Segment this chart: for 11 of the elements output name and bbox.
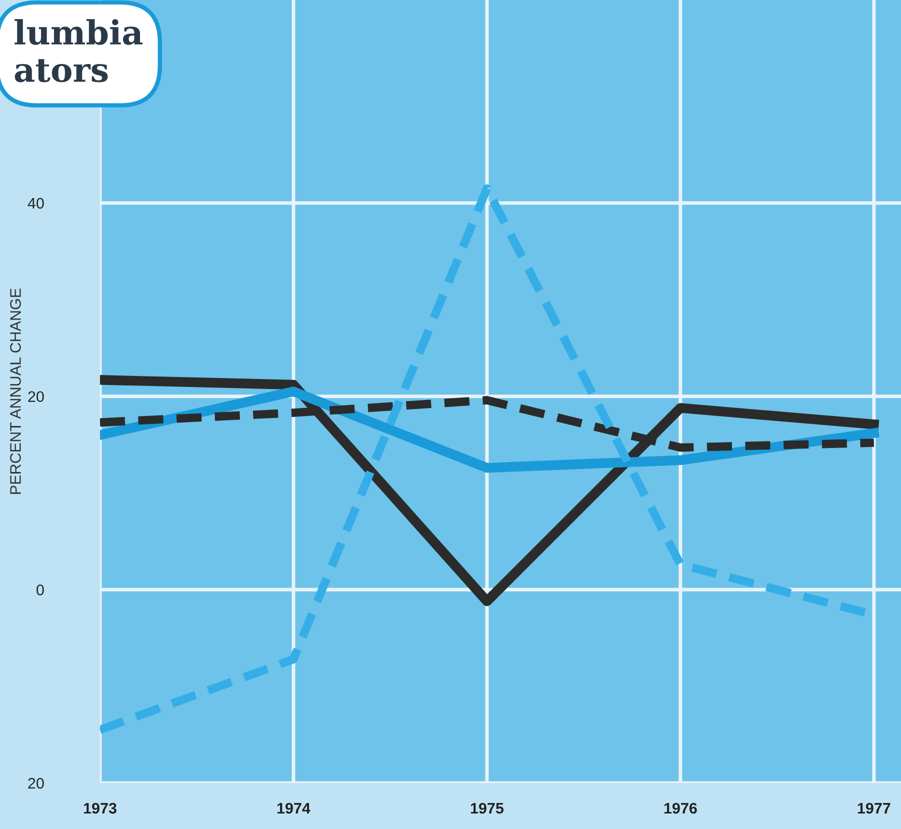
y-tick-label: 20	[28, 778, 44, 789]
y-tick-label: 40	[28, 198, 44, 209]
x-tick-label: 1974	[277, 802, 310, 814]
x-tick-label: 1977	[858, 802, 890, 814]
y-axis-title: PERCENT ANNUAL CHANGE	[10, 288, 21, 494]
x-tick-label: 1975	[470, 802, 504, 814]
y-tick-label: 0	[36, 584, 44, 596]
x-tick-label: 1976	[664, 802, 697, 814]
y-tick-label: 20	[28, 391, 44, 402]
x-tick-label: 1973	[84, 802, 116, 814]
text: lumbia ators	[14, 19, 142, 82]
